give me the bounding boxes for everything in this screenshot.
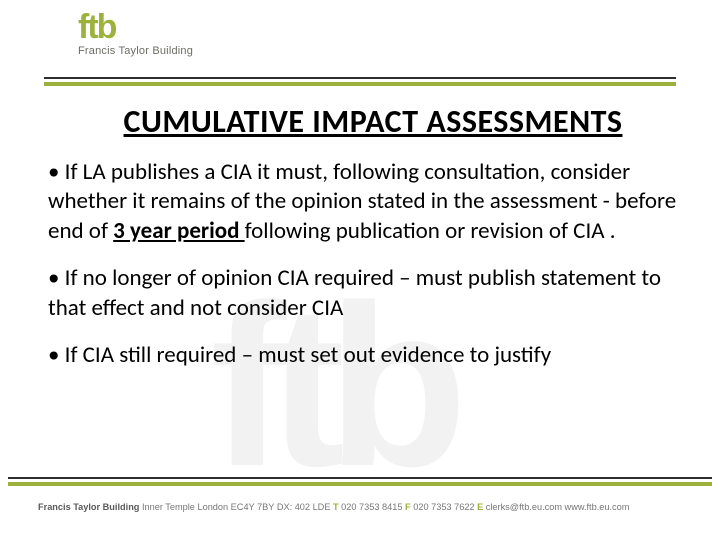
footer-org: Francis Taylor Building [38,502,139,512]
bullet-1-trailing: following publication or revision of CIA… [245,217,616,245]
slide-footer: Francis Taylor Building Inner Temple Lon… [38,502,690,512]
logo-subtitle: Francis Taylor Building [78,45,193,57]
rule-bottom-green [8,482,712,486]
rule-bottom-dark [8,477,712,479]
rule-top-dark [44,77,676,79]
bullet-3-leading: • If CIA still required – must set out e… [48,341,551,369]
bullet-2-leading: • If no longer of opinion CIA required –… [48,264,661,321]
footer-f-value: 020 7353 7622 [411,502,477,512]
slide: ftb ftb Francis Taylor Building CUMULATI… [0,0,720,540]
slide-title: CUMULATIVE IMPACT ASSESSMENTS [60,102,686,141]
footer-e-value: clerks@ftb.eu.com www.ftb.eu.com [483,502,629,512]
logo-wordmark: ftb [78,14,193,41]
slide-body: • If LA publishes a CIA it must, followi… [48,158,680,389]
bullet-2: • If no longer of opinion CIA required –… [48,264,680,323]
bullet-1: • If LA publishes a CIA it must, followi… [48,158,680,246]
bullet-1-emph: 3 year period [113,217,244,245]
footer-address: Inner Temple London EC4Y 7BY DX: 402 LDE [139,502,333,512]
footer-t-value: 020 7353 8415 [339,502,405,512]
bullet-3: • If CIA still required – must set out e… [48,341,680,370]
rule-top-green [44,82,676,86]
header-logo: ftb Francis Taylor Building [78,14,193,57]
